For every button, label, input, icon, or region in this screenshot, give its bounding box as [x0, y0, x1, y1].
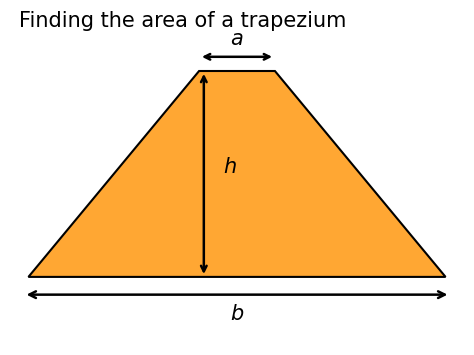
Text: Finding the area of a trapezium: Finding the area of a trapezium [19, 11, 346, 31]
Text: a: a [231, 29, 243, 49]
Text: b: b [230, 304, 244, 323]
Text: h: h [223, 157, 236, 177]
Polygon shape [28, 71, 446, 277]
